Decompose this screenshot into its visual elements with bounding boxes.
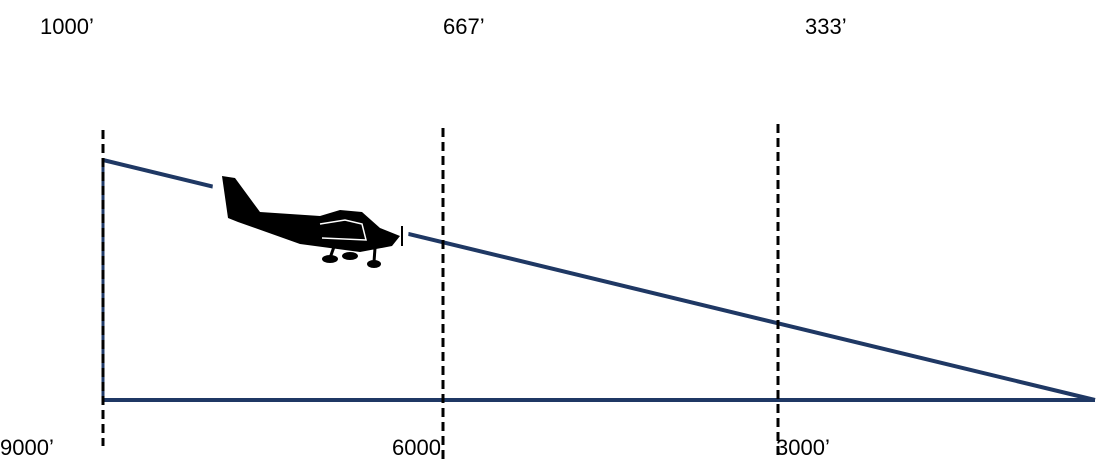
altitude-label: 1000’ bbox=[40, 14, 94, 39]
distance-label: 9000’ bbox=[0, 435, 54, 460]
airplane-icon bbox=[205, 168, 412, 270]
altitude-label: 667’ bbox=[443, 14, 485, 39]
glide-path-diagram: 1000’ 667’ 333’ 9000’ 6000’ 3000’ bbox=[0, 0, 1100, 466]
distance-label: 6000’ bbox=[392, 435, 446, 460]
distance-label: 3000’ bbox=[776, 435, 830, 460]
altitude-label: 333’ bbox=[805, 14, 847, 39]
